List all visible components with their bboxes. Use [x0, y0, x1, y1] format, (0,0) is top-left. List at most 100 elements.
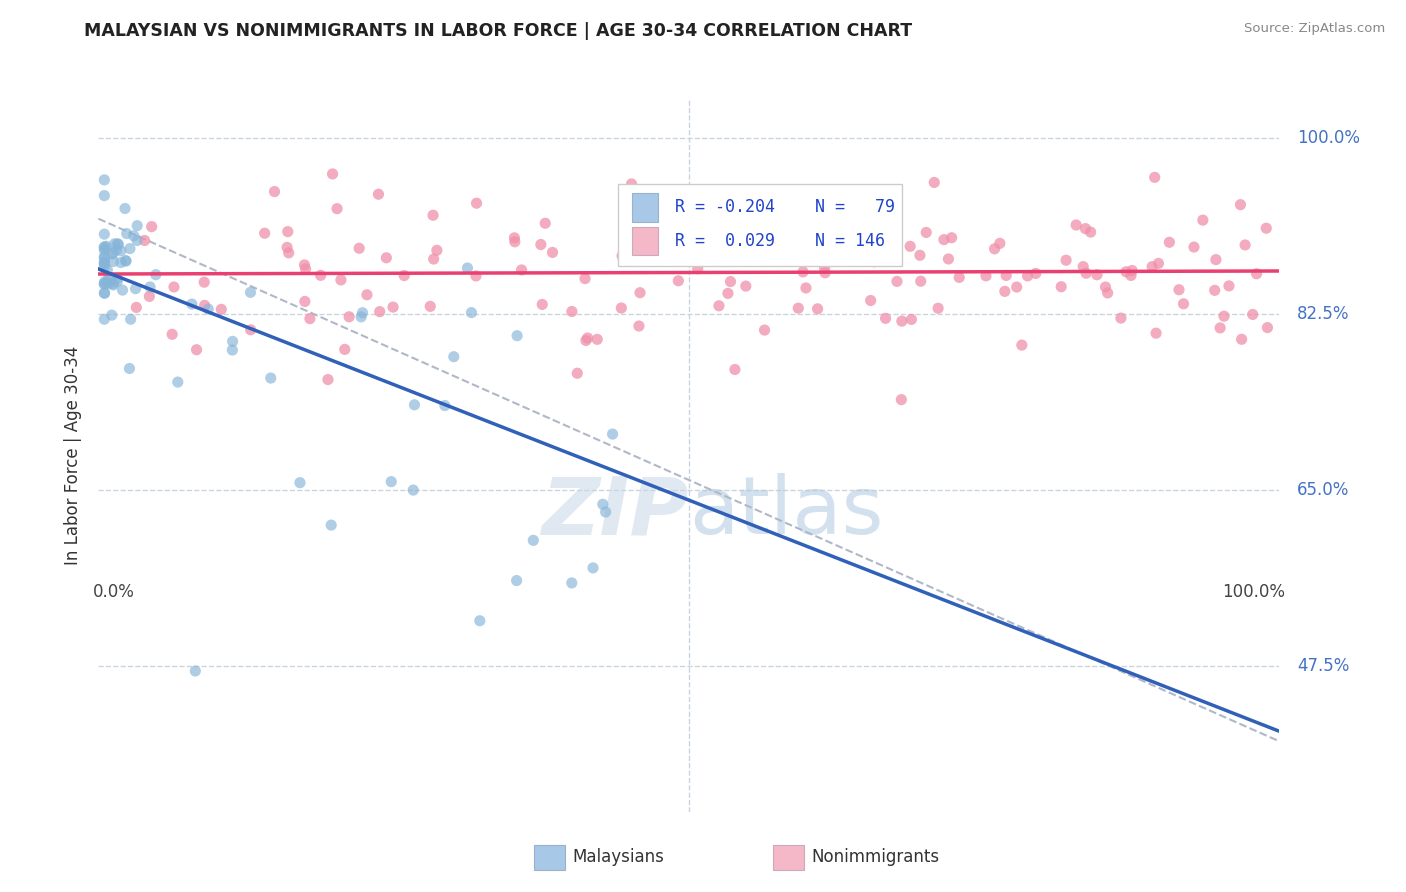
- Point: [531, 297, 554, 311]
- Point: [910, 274, 932, 288]
- Point: [628, 285, 651, 300]
- Point: [994, 285, 1017, 299]
- Point: [382, 300, 405, 314]
- Point: [329, 273, 352, 287]
- Point: [277, 245, 299, 260]
- Point: [806, 301, 828, 316]
- Point: [1205, 252, 1227, 267]
- Point: [974, 268, 997, 283]
- Point: [503, 231, 526, 245]
- Point: [602, 427, 624, 442]
- Point: [1071, 260, 1094, 274]
- Point: [983, 242, 1005, 256]
- Point: [118, 242, 141, 256]
- Point: [1143, 170, 1166, 185]
- Point: [422, 208, 444, 222]
- Point: [125, 301, 148, 315]
- Point: [890, 392, 912, 407]
- Point: [134, 234, 156, 248]
- Point: [820, 209, 842, 223]
- Point: [114, 202, 136, 216]
- Point: [93, 275, 115, 289]
- Point: [620, 177, 643, 191]
- Point: [595, 505, 617, 519]
- Point: [561, 575, 583, 590]
- Point: [103, 254, 125, 268]
- Point: [932, 233, 955, 247]
- Point: [530, 237, 553, 252]
- Point: [886, 274, 908, 288]
- Point: [675, 219, 697, 233]
- Point: [1094, 280, 1116, 294]
- Point: [724, 362, 747, 376]
- Text: 100.0%: 100.0%: [1298, 129, 1360, 147]
- Point: [294, 294, 316, 309]
- Point: [988, 236, 1011, 251]
- Point: [627, 318, 650, 333]
- Point: [110, 255, 132, 269]
- Point: [927, 301, 949, 316]
- Point: [898, 239, 921, 253]
- Point: [610, 249, 633, 263]
- Point: [875, 216, 897, 230]
- Point: [872, 241, 894, 255]
- Point: [1229, 197, 1251, 211]
- Point: [93, 260, 115, 274]
- Point: [1192, 213, 1215, 227]
- Point: [941, 231, 963, 245]
- Text: R = -0.204    N =   79: R = -0.204 N = 79: [675, 198, 894, 216]
- Point: [107, 236, 129, 251]
- Point: [184, 664, 207, 678]
- Point: [582, 561, 605, 575]
- Point: [93, 312, 115, 326]
- Point: [576, 331, 599, 345]
- Point: [1173, 297, 1195, 311]
- Point: [1005, 280, 1028, 294]
- Point: [1144, 326, 1167, 341]
- Point: [98, 272, 121, 286]
- Point: [817, 252, 839, 266]
- Point: [193, 275, 215, 289]
- Point: [93, 240, 115, 254]
- Point: [294, 258, 316, 272]
- Point: [120, 312, 142, 326]
- Point: [347, 241, 370, 255]
- Point: [138, 289, 160, 303]
- Point: [666, 274, 689, 288]
- Point: [127, 219, 149, 233]
- Point: [115, 254, 138, 268]
- Point: [105, 271, 128, 285]
- Point: [686, 261, 709, 276]
- Point: [103, 277, 125, 292]
- Point: [309, 268, 332, 283]
- Point: [567, 366, 589, 380]
- Point: [1204, 283, 1226, 297]
- Point: [948, 270, 970, 285]
- Point: [139, 280, 162, 294]
- Point: [813, 261, 835, 276]
- Point: [114, 253, 136, 268]
- Point: [380, 475, 402, 489]
- Point: [97, 270, 120, 285]
- Point: [93, 227, 115, 242]
- Point: [101, 247, 124, 261]
- Point: [93, 241, 115, 255]
- Point: [717, 286, 740, 301]
- Point: [875, 311, 897, 326]
- Point: [787, 301, 810, 315]
- Point: [465, 196, 488, 211]
- Point: [433, 399, 456, 413]
- Point: [422, 252, 444, 266]
- Text: 0.0%: 0.0%: [93, 583, 135, 601]
- Bar: [633, 194, 658, 221]
- Point: [93, 188, 115, 202]
- Point: [756, 245, 779, 260]
- Point: [93, 277, 115, 291]
- Point: [720, 275, 742, 289]
- Point: [755, 244, 778, 259]
- Point: [859, 293, 882, 308]
- Point: [93, 173, 115, 187]
- Point: [101, 246, 124, 260]
- Point: [253, 226, 276, 240]
- Point: [1209, 321, 1232, 335]
